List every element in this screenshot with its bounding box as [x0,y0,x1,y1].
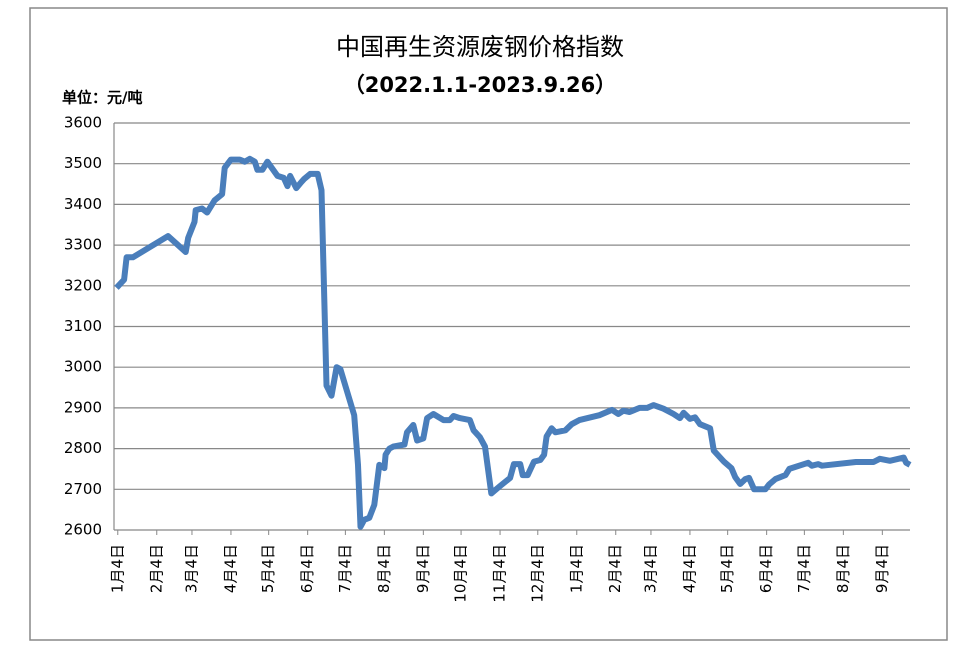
y-tick-label: 3200 [64,276,102,294]
y-tick-label: 3100 [64,317,102,335]
x-tick-label: 3月4日 [641,544,659,593]
x-tick-label: 6月4日 [757,544,775,593]
x-tick-label: 11月4日 [491,544,509,603]
y-tick-label: 2800 [64,439,102,457]
x-tick-label: 10月4日 [452,544,470,603]
y-tick-label: 3600 [64,114,102,132]
x-tick-label: 7月4日 [795,544,813,593]
x-tick-label: 9月4日 [414,544,432,593]
x-tick-label: 5月4日 [718,544,736,593]
x-tick-label: 4月4日 [680,544,698,593]
x-tick-label: 5月4日 [259,544,277,593]
x-tick-label: 2月4日 [606,544,624,593]
y-tick-label: 3000 [64,358,102,376]
y-tick-label: 3500 [64,154,102,172]
x-tick-label: 8月4日 [834,544,852,593]
x-tick-label: 2月4日 [147,544,165,593]
x-tick-label: 1月4日 [567,544,585,593]
y-tick-label: 2700 [64,480,102,498]
x-tick-label: 12月4日 [528,544,546,603]
y-tick-label: 2600 [64,521,102,539]
chart-title: 中国再生资源废钢价格指数 [336,33,624,61]
chart-subtitle: （2022.1.1-2023.9.26） [344,73,617,97]
chart-border [29,7,948,641]
x-tick-label: 9月4日 [873,544,891,593]
y-tick-label: 3400 [64,195,102,213]
x-tick-label: 7月4日 [336,544,354,593]
y-tick-label: 3300 [64,236,102,254]
x-tick-label: 3月4日 [182,544,200,593]
x-tick-label: 8月4日 [375,544,393,593]
x-tick-label: 4月4日 [221,544,239,593]
y-tick-label: 2900 [64,398,102,416]
price-line [114,155,912,530]
x-tick-label: 1月4日 [108,544,126,593]
y-unit: 单位：元/吨 [62,89,142,107]
x-tick-label: 6月4日 [298,544,316,593]
